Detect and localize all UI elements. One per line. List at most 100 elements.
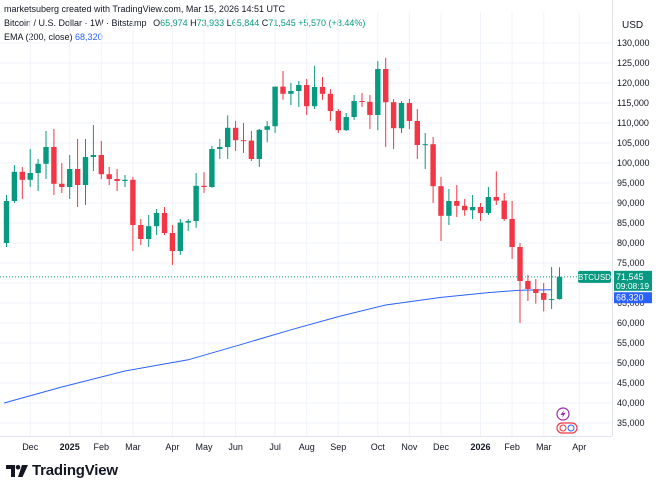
candle [177,219,183,255]
candle [146,215,152,247]
x-tick-label: Sep [330,442,346,452]
y-tick-label: 80,000 [617,238,645,248]
candle [343,113,349,131]
y-tick-label: 50,000 [617,358,645,368]
y-tick-label: 85,000 [617,218,645,228]
tradingview-logo-icon [6,464,28,477]
event-markers[interactable] [556,407,578,434]
candle [169,225,176,265]
candle-body [122,179,128,181]
close-label: C [261,18,269,28]
price-chart[interactable]: 35,00040,00045,00050,00055,00060,00065,0… [0,0,668,456]
y-tick-label: 130,000 [617,38,650,48]
candle-body [201,185,207,187]
y-tick-label: 60,000 [617,318,645,328]
close-value: 71,545 [268,18,296,28]
x-tick-label: Apr [572,442,586,452]
candle-body [454,201,460,206]
candle-body [548,299,555,301]
candle-body [359,101,365,102]
candle [217,139,223,159]
tradingview-logo[interactable]: TradingView [6,462,118,479]
candle-body [367,101,373,115]
candle-body [319,87,326,94]
candle-body [146,226,152,239]
y-tick-label: 100,000 [617,158,650,168]
candle-body [35,163,41,173]
candle [130,177,136,251]
candle [209,145,215,188]
candle [240,123,247,153]
candle [185,219,191,231]
candle-body [296,85,302,91]
candle [414,109,420,159]
x-tick-label: Jun [228,442,243,452]
candle [232,121,239,151]
ema-label[interactable]: EMA (200, close) [4,32,73,42]
candle-body [311,87,318,107]
candle [311,65,318,109]
candle [406,99,413,129]
candle [390,99,397,149]
x-tick-label: Feb [504,442,520,452]
candle-body [288,91,294,94]
btcusd-price-tag: BTCUSD 71,545 09:08:19 [578,270,652,291]
candle-body [525,281,531,289]
candle [422,133,428,169]
y-tick-label: 115,000 [617,98,649,108]
candle [114,169,120,191]
x-tick-label: Nov [401,442,418,452]
candle [35,159,41,191]
price-tag-countdown: 09:08:19 [616,281,649,291]
ema-price-tag: 68,320 [614,292,652,304]
candle [477,203,484,221]
candle-body [398,103,405,129]
x-tick-label: Mar [125,442,141,452]
x-tick-label: Apr [165,442,179,452]
candle-body [27,173,33,180]
candle [351,95,357,120]
price-axis: 35,00040,00045,00050,00055,00060,00065,0… [612,0,650,436]
currency-label[interactable]: USD [622,20,644,31]
candle-body [3,201,10,243]
candle-body [153,213,160,227]
candle [541,283,547,312]
candle [90,125,97,171]
candle [43,131,49,179]
y-tick-label: 75,000 [617,258,645,268]
symbol-description[interactable]: Bitcoin / U.S. Dollar · 1W · Bitstamp [4,18,147,28]
candle-body [161,213,168,233]
candle-body [272,86,278,127]
x-tick-label: Dec [433,442,450,452]
footer: TradingView [0,456,668,486]
candle [122,175,128,187]
candle-body [67,169,73,187]
candle [82,139,89,205]
candle [288,83,294,105]
x-tick-label: May [195,442,213,452]
candle-body [304,85,310,107]
candle [11,165,18,203]
candle-body [541,293,547,300]
candle-body [509,219,515,247]
open-label: O [153,18,161,28]
y-tick-label: 110,000 [617,118,649,128]
candle [106,167,112,185]
candle [367,95,373,129]
x-tick-label: Jul [269,442,281,452]
x-tick-label: Aug [299,442,315,452]
candle-body [406,103,413,121]
candle-body [74,169,81,185]
candle [138,219,144,245]
candle-body [98,155,104,175]
candle-body [485,197,492,213]
candle [74,139,81,207]
candle [517,243,523,323]
candle-body [469,207,476,211]
candle [67,155,73,199]
y-tick-label: 120,000 [617,78,650,88]
candle-body [477,207,484,213]
high-value: 73,933 [196,18,225,28]
candle-body [106,174,112,179]
candle-body [414,121,420,145]
